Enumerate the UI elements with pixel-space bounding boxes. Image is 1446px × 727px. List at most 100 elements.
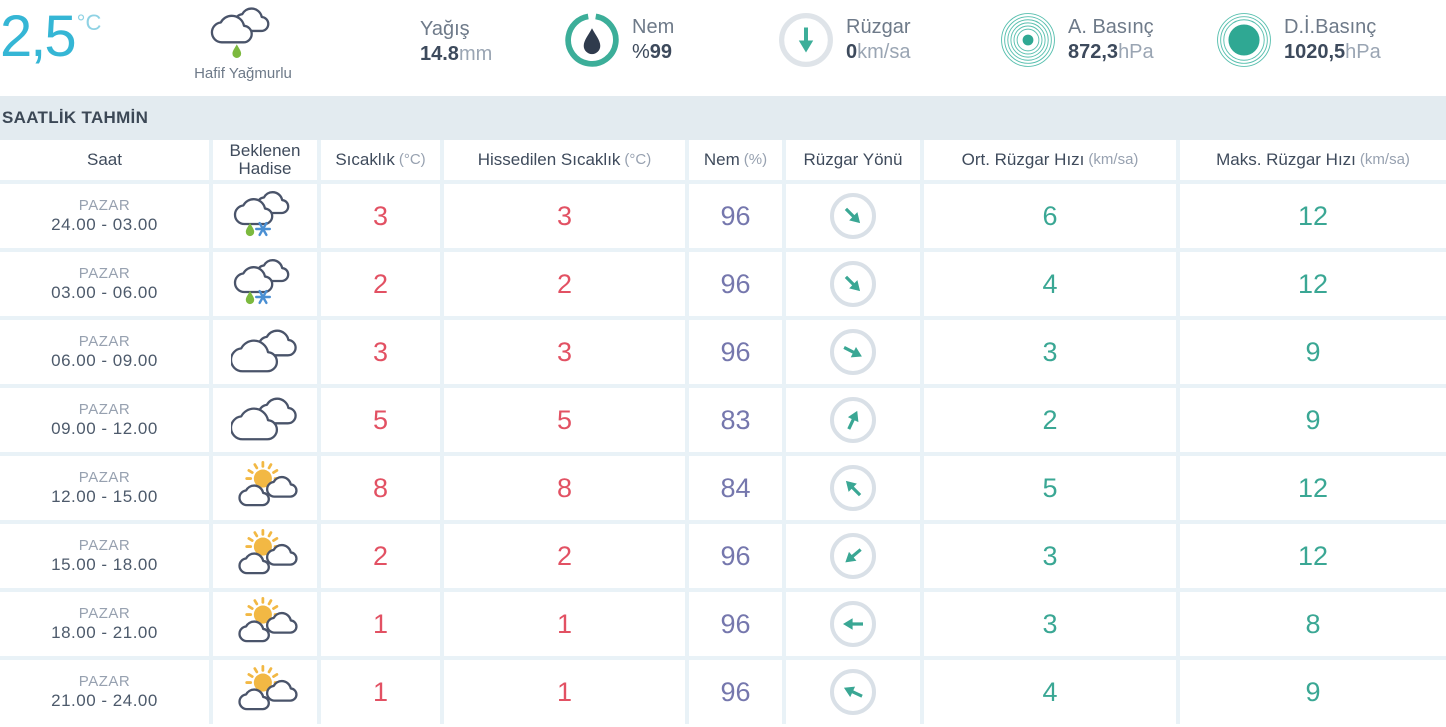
feels-like-cell-value: 2 [556,540,573,571]
actual-pressure-stat: A. Basınç 872,3hPa [1000,12,1154,68]
column-header-2: Sıcaklık (°C) [321,140,440,180]
wind-direction-cell [786,592,920,656]
humidity-value: %99 [632,41,673,63]
column-header-unit: (km/sa) [1088,151,1139,169]
column-header-6: Ort. Rüzgar Hızı (km/sa) [924,140,1176,180]
hour-range-cell: PAZAR 03.00 - 06.00 [0,252,209,316]
hour-range-cell: PAZAR 09.00 - 12.00 [0,388,209,452]
wind-direction-arrow-icon [830,669,876,715]
expected-event-cell [213,592,317,656]
feels-like-cell: 1 [444,660,685,724]
sea-level-pressure-stat: D.İ.Basınç 1020,5hPa [1216,12,1381,68]
column-header-label: Beklenen Hadise [229,141,301,178]
partly-sunny-icon [231,460,299,516]
wind-value: 0km/sa [846,41,911,63]
pressure-rings-filled-icon [1216,12,1272,68]
column-header-unit: (°C) [624,151,652,169]
expected-event-cell [213,184,317,248]
time-range-label: 18.00 - 21.00 [51,623,158,642]
wind-direction-cell [786,456,920,520]
pressure-rings-dot-icon [1000,12,1056,68]
feels-like-cell: 1 [444,592,685,656]
wind-direction-cell [786,524,920,588]
temperature-cell-value: 2 [372,540,389,571]
max-wind-speed-cell: 8 [1180,592,1446,656]
wind-direction-cell [786,660,920,724]
wind-direction-cell [786,388,920,452]
day-label: PAZAR [78,401,131,418]
sleet-cloud-icon [231,189,299,244]
hour-range-cell: PAZAR 06.00 - 09.00 [0,320,209,384]
avg-wind-speed-cell: 3 [924,524,1176,588]
temperature-cell: 1 [321,660,440,724]
hourly-forecast-table: Saat Beklenen Hadise Sıcaklık (°C) Hissedile… [0,140,1446,724]
max-wind-speed-cell-value: 9 [1305,676,1321,707]
precipitation-stat: Yağış 14.8mm [420,17,492,67]
humidity-cell: 96 [689,524,782,588]
avg-wind-speed-cell-value: 2 [1042,404,1058,435]
wind-direction-cell [786,184,920,248]
humidity-cell: 84 [689,456,782,520]
humidity-stat: Nem %99 [564,12,674,68]
column-header-7: Maks. Rüzgar Hızı (km/sa) [1180,140,1446,180]
column-header-label: Maks. Rüzgar Hızı [1216,150,1356,170]
avg-wind-speed-cell: 4 [924,252,1176,316]
feels-like-cell: 5 [444,388,685,452]
day-label: PAZAR [78,197,131,214]
day-label: PAZAR [78,537,131,554]
feels-like-cell-value: 1 [556,608,573,639]
feels-like-cell-value: 8 [556,472,573,503]
humidity-cell: 96 [689,660,782,724]
rain-cloud-icon [208,49,278,66]
wind-direction-arrow-icon [830,465,876,511]
hour-range-cell: PAZAR 12.00 - 15.00 [0,456,209,520]
wind-direction-arrow-icon [830,397,876,443]
temperature-cell: 2 [321,252,440,316]
column-header-5: Rüzgar Yönü [786,140,920,180]
humidity-cell-value: 84 [720,472,751,503]
feels-like-cell-value: 3 [556,336,573,367]
hour-range-cell: PAZAR 15.00 - 18.00 [0,524,209,588]
column-header-label: Hissedilen Sıcaklık [477,150,621,170]
time-range-label: 06.00 - 09.00 [51,351,158,370]
humidity-cell: 96 [689,320,782,384]
temperature-cell: 5 [321,388,440,452]
avg-wind-speed-cell: 5 [924,456,1176,520]
precipitation-value: 14.8mm [420,43,493,65]
partly-sunny-icon [231,528,299,584]
precipitation-label: Yağış [420,18,470,40]
max-wind-speed-cell: 9 [1180,660,1446,724]
wind-direction-arrow-icon [830,601,876,647]
wind-direction-cell [786,252,920,316]
temperature-cell-value: 1 [372,608,389,639]
max-wind-speed-cell: 9 [1180,320,1446,384]
sleet-cloud-icon [231,257,299,312]
temperature-cell-value: 3 [372,336,389,367]
hour-range-cell: PAZAR 24.00 - 03.00 [0,184,209,248]
avg-wind-speed-cell: 4 [924,660,1176,724]
time-range-label: 21.00 - 24.00 [51,691,158,710]
max-wind-speed-cell: 12 [1180,524,1446,588]
expected-event-cell [213,660,317,724]
max-wind-speed-cell-value: 12 [1297,540,1329,571]
current-temperature-unit: °C [76,10,102,35]
column-header-unit: (°C) [398,151,426,169]
expected-event-cell [213,388,317,452]
wind-label: Rüzgar [846,16,911,38]
temperature-cell-value: 8 [372,472,389,503]
column-header-label: Ort. Rüzgar Hızı [961,150,1085,170]
column-header-unit: (km/sa) [1359,151,1410,169]
temperature-cell: 3 [321,320,440,384]
feels-like-cell-value: 1 [556,676,573,707]
time-range-label: 09.00 - 12.00 [51,419,158,438]
max-wind-speed-cell-value: 9 [1305,404,1321,435]
humidity-cell: 96 [689,184,782,248]
partly-sunny-icon [231,664,299,720]
column-header-label: Sıcaklık [335,150,395,170]
feels-like-cell: 2 [444,524,685,588]
current-conditions-bar: 2,5°C Hafif Yağmurlu Yağış 14.8mm Nem %9… [0,0,1446,96]
temperature-cell: 2 [321,524,440,588]
section-title: SAATLİK TAHMİN [2,108,149,127]
temperature-cell-value: 2 [372,268,389,299]
max-wind-speed-cell: 12 [1180,252,1446,316]
